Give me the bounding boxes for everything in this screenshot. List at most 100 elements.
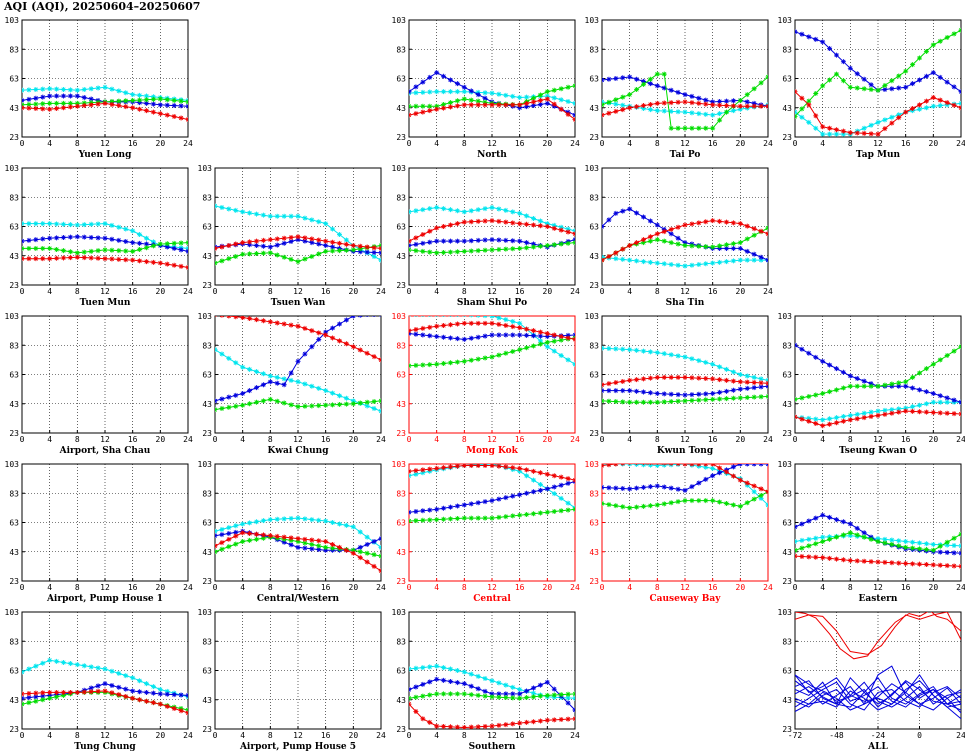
data-point	[889, 114, 895, 120]
data-point	[482, 218, 488, 224]
data-point	[461, 96, 467, 102]
data-point	[875, 131, 881, 137]
data-point	[944, 563, 950, 569]
data-point	[903, 539, 909, 545]
data-point	[572, 83, 575, 89]
data-point	[544, 344, 550, 350]
x-tick-label: 20	[156, 583, 166, 592]
data-point	[215, 203, 218, 209]
data-point	[316, 543, 322, 549]
data-point	[806, 393, 812, 399]
data-point	[606, 485, 612, 491]
data-point	[171, 692, 177, 698]
y-tick-label: 63	[396, 371, 406, 380]
data-point	[260, 212, 266, 218]
data-point	[937, 410, 943, 416]
data-point	[247, 251, 253, 257]
data-point	[61, 255, 66, 261]
data-point	[74, 103, 80, 109]
y-tick-label: 43	[202, 252, 212, 261]
data-point	[427, 664, 433, 670]
data-point	[144, 108, 149, 114]
data-point	[517, 221, 523, 227]
y-tick-label: 103	[392, 460, 407, 469]
data-point	[606, 217, 612, 223]
data-point	[413, 708, 419, 714]
data-point	[357, 400, 363, 406]
data-point	[944, 35, 950, 41]
data-point	[572, 240, 575, 246]
x-tick-label: 0	[793, 435, 798, 444]
data-point	[260, 318, 266, 324]
data-point	[482, 90, 488, 96]
panel-title: Tuen Mun	[80, 298, 131, 308]
panel-title: Sham Shui Po	[457, 298, 527, 308]
y-tick-label: 103	[778, 460, 793, 469]
data-point	[441, 361, 447, 367]
data-point	[937, 399, 943, 405]
data-point	[81, 234, 87, 240]
data-point	[896, 383, 902, 389]
data-point	[717, 396, 723, 402]
data-point	[475, 724, 481, 729]
data-point	[544, 96, 550, 102]
data-point	[517, 687, 523, 693]
data-point	[434, 250, 440, 256]
data-point	[689, 221, 695, 227]
x-tick-label: 8	[655, 583, 660, 592]
data-point	[795, 396, 798, 402]
y-tick-label: 43	[782, 104, 792, 113]
y-tick-label: 83	[202, 193, 212, 202]
data-point	[620, 256, 626, 262]
data-point	[240, 539, 246, 545]
data-point	[724, 366, 729, 372]
data-point	[413, 327, 419, 333]
data-point	[219, 526, 225, 532]
data-point	[551, 484, 557, 490]
data-point	[517, 210, 523, 216]
data-point	[274, 374, 280, 380]
data-point	[74, 222, 80, 228]
data-point	[930, 410, 936, 416]
data-point	[357, 544, 363, 550]
data-point	[910, 561, 916, 567]
data-point	[33, 95, 39, 101]
data-point	[531, 244, 536, 250]
data-point	[889, 410, 895, 416]
data-point	[696, 375, 702, 381]
data-point	[847, 84, 853, 90]
data-point	[910, 404, 916, 410]
data-point	[903, 544, 909, 550]
data-point	[164, 102, 170, 108]
data-point	[226, 530, 232, 536]
y-tick-label: 103	[392, 608, 407, 617]
data-point	[164, 703, 170, 709]
y-tick-label: 83	[589, 193, 599, 202]
data-point	[868, 86, 874, 92]
data-point	[240, 364, 246, 370]
data-point	[74, 662, 80, 668]
data-point	[524, 104, 530, 110]
data-point	[641, 259, 646, 265]
data-point	[496, 691, 502, 697]
x-tick-label: 8	[75, 435, 80, 444]
data-point	[923, 105, 929, 111]
data-point	[420, 207, 426, 213]
data-point	[123, 686, 129, 692]
data-point	[215, 260, 218, 266]
data-point	[102, 666, 108, 672]
data-point	[40, 245, 46, 251]
x-tick-label: -24	[871, 731, 886, 740]
data-point	[364, 534, 370, 540]
x-tick-label: 12	[100, 583, 110, 592]
y-tick-label: 103	[5, 312, 20, 321]
data-point	[274, 236, 280, 242]
data-point	[868, 122, 874, 128]
data-point	[565, 111, 571, 117]
data-point	[531, 103, 536, 109]
x-tick-label: 24	[183, 139, 193, 148]
data-point	[806, 350, 812, 356]
data-point	[475, 692, 481, 698]
x-tick-label: 4	[240, 287, 245, 296]
data-point	[144, 698, 149, 704]
